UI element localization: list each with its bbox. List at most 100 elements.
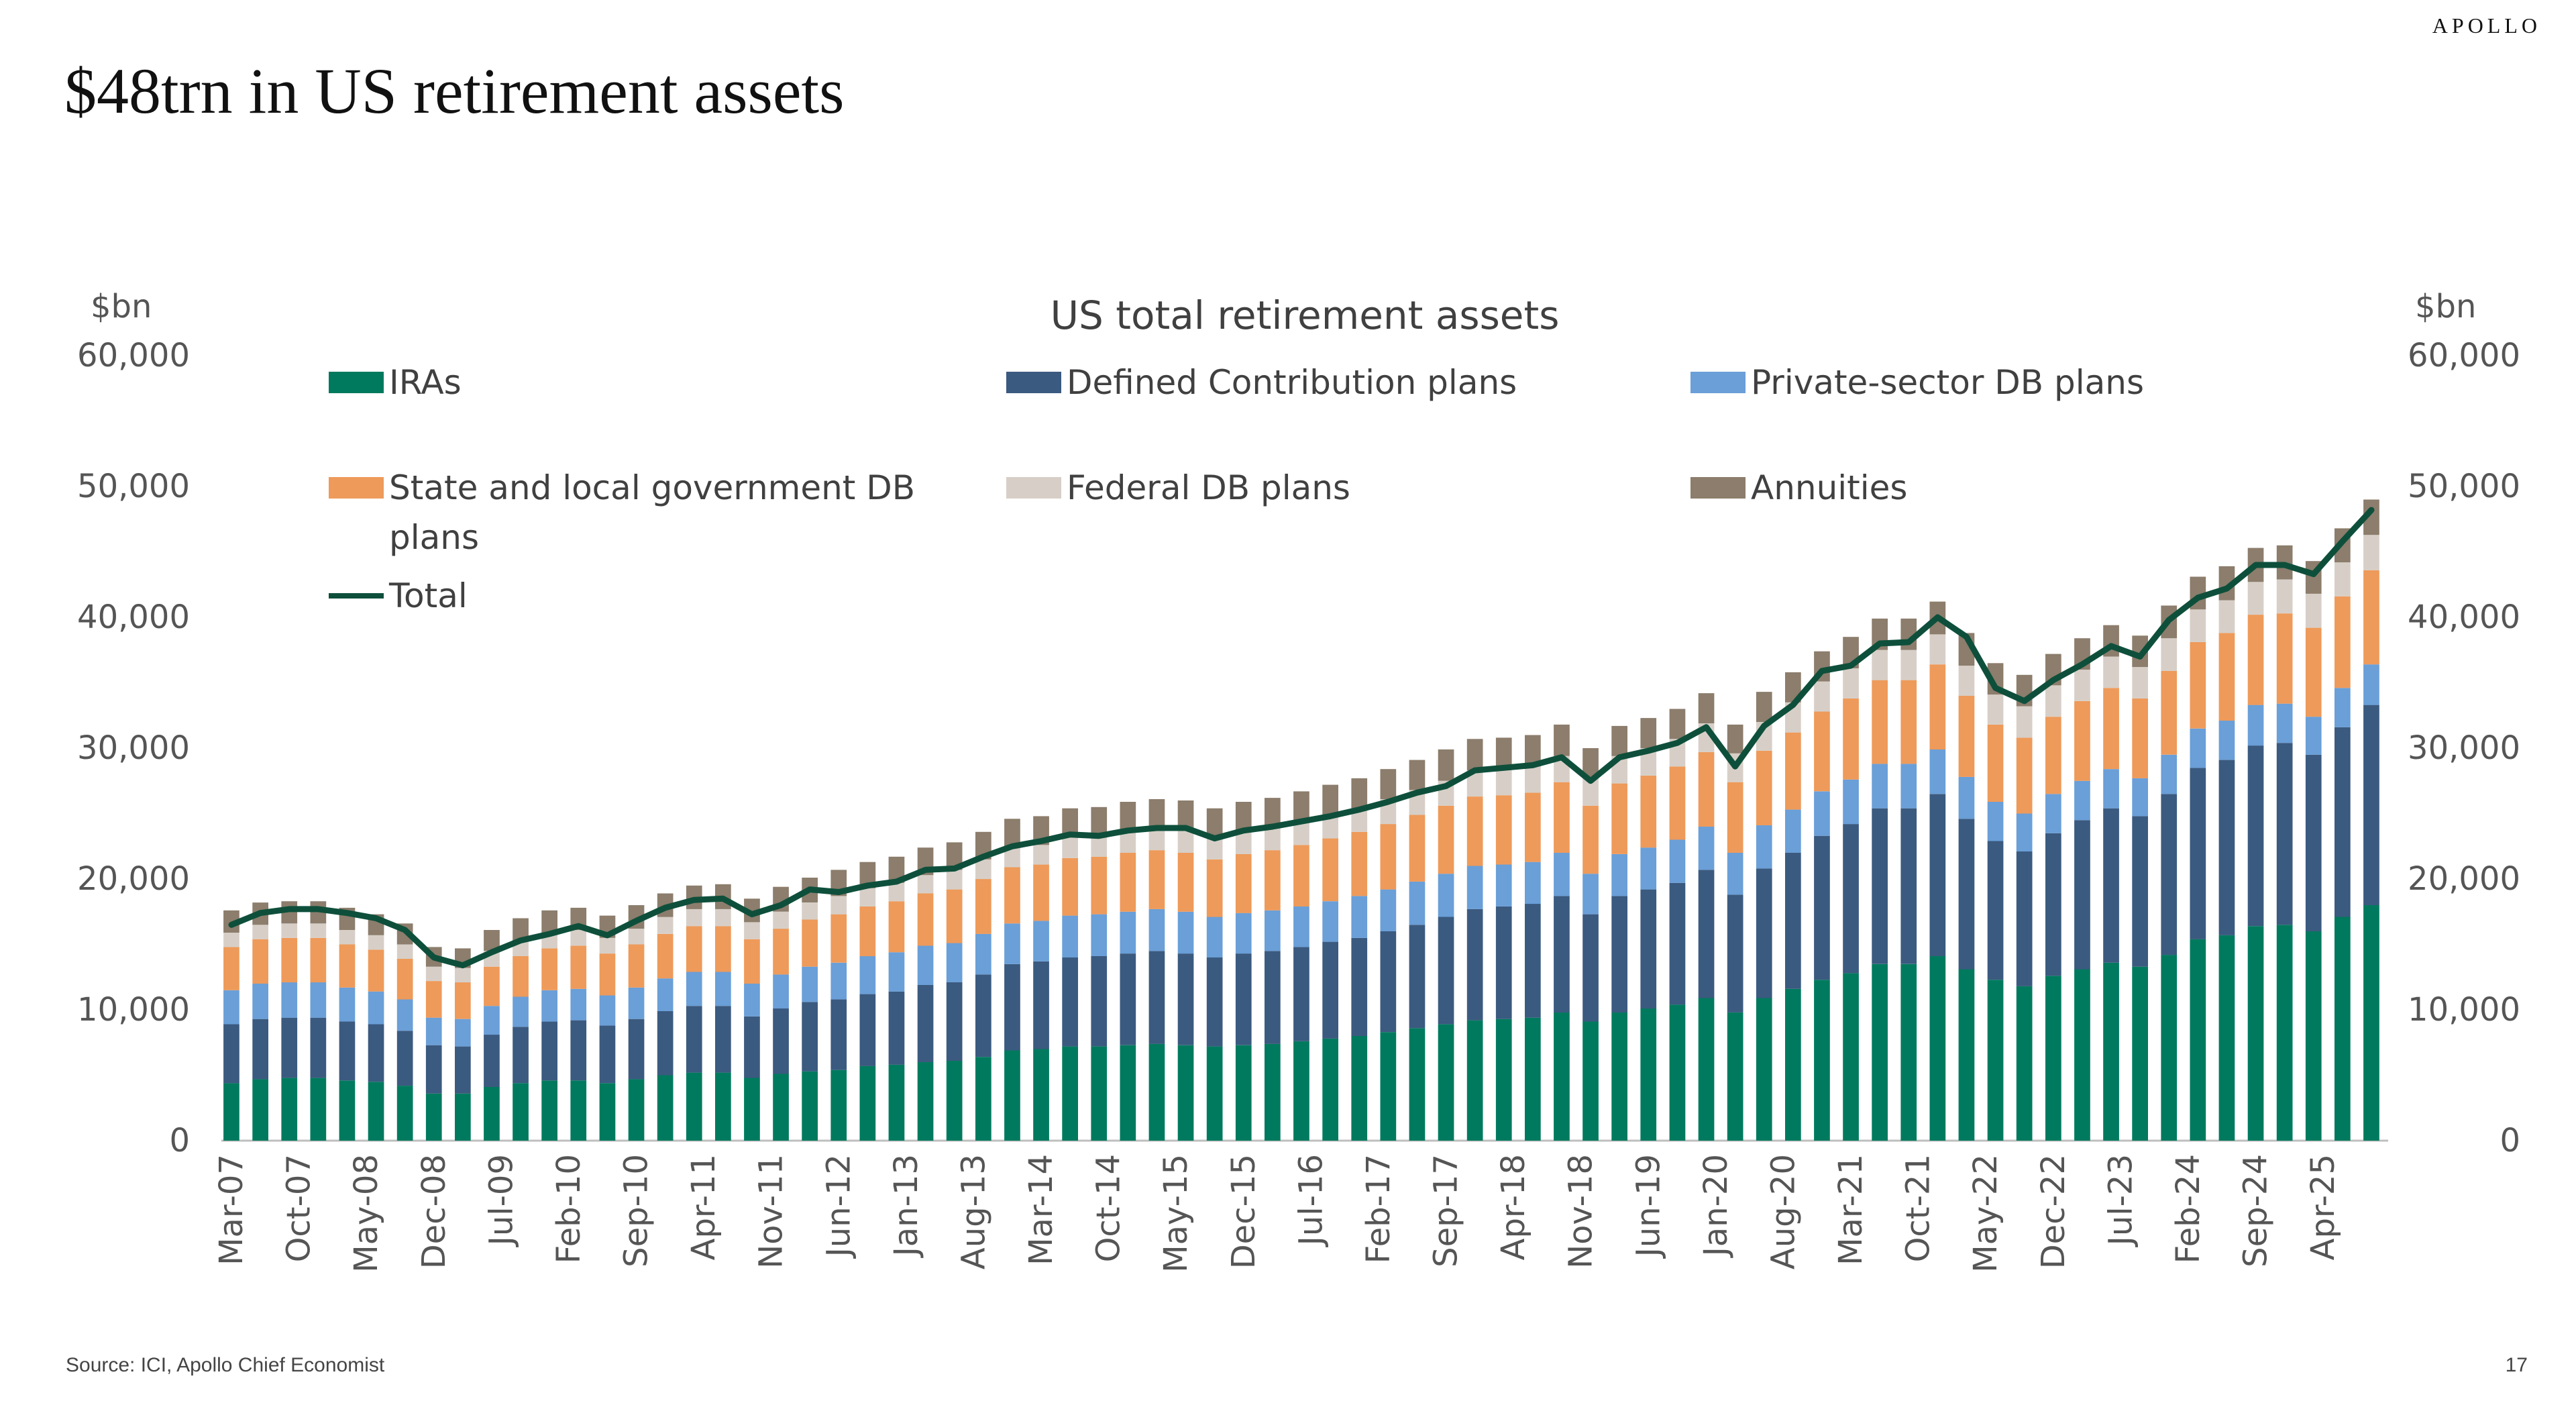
bar-segment [1785, 732, 1801, 810]
bar-segment [744, 898, 760, 923]
bar-segment [917, 875, 934, 894]
y-tick-label-left: 10,000 [77, 991, 190, 1029]
bar-segment [1640, 847, 1657, 890]
bar-segment [2363, 535, 2379, 570]
bar-segment [1466, 770, 1483, 797]
bar-segment [2132, 667, 2148, 698]
bar-segment [2016, 813, 2033, 851]
bar-segment [2247, 926, 2264, 1141]
bar-segment [715, 1006, 731, 1073]
bar-segment [1235, 831, 1252, 854]
bar-segment [888, 1064, 905, 1141]
bar-segment [484, 1035, 500, 1087]
bar-segment [2161, 670, 2178, 755]
bar-segment [368, 1024, 384, 1082]
bar-segment [1265, 951, 1281, 1044]
y-axis-unit-right: $bn [2415, 288, 2476, 325]
bar-segment [888, 901, 905, 953]
bar-segment [2218, 600, 2235, 633]
bar-segment [1322, 838, 1338, 902]
bar-segment [1235, 1045, 1252, 1141]
bar-segment [1698, 751, 1715, 827]
bar-segment [773, 1008, 789, 1074]
bar-segment [1525, 766, 1541, 793]
bar-segment [1495, 769, 1512, 796]
legend-label: Private-sector DB plans [1751, 363, 2144, 402]
bar-segment [1235, 913, 1252, 954]
bar-segment [830, 962, 847, 1000]
bar-segment [223, 910, 239, 933]
bar-segment [1958, 666, 1975, 696]
bar-segment [252, 925, 268, 939]
bar-segment [1669, 1004, 1686, 1141]
bar-segment [859, 956, 876, 994]
bar-segment [946, 1061, 963, 1141]
bar-segment [1322, 941, 1338, 1039]
bar-segment [1756, 692, 1772, 722]
legend-label-total: Total [388, 576, 468, 615]
bar-segment [1120, 953, 1136, 1045]
x-tick-label: Sep-17 [1428, 1154, 1465, 1267]
bar-segment [1698, 827, 1715, 870]
y-axis-unit-left: $bn [91, 288, 152, 325]
bar-segment [2218, 721, 2235, 760]
bar-segment [252, 1079, 268, 1141]
y-tick-label-left: 20,000 [77, 860, 190, 898]
bar-segment [802, 966, 818, 1002]
bar-segment [1265, 798, 1281, 828]
bar-segment [1409, 881, 1426, 925]
x-tick-label: Feb-17 [1360, 1154, 1397, 1263]
bar-segment [830, 896, 847, 915]
y-tick-label-left: 50,000 [77, 468, 190, 505]
bar-segment [599, 995, 616, 1026]
bar-segment [1843, 973, 1859, 1141]
bar-segment [2190, 728, 2206, 768]
legend-swatch [1006, 372, 1061, 393]
bar-segment [1293, 1041, 1309, 1141]
bar-segment [1091, 807, 1108, 836]
bar-segment [1756, 750, 1772, 825]
bar-segment [1495, 737, 1512, 770]
bar-segment [1872, 680, 1888, 764]
legend-label: Federal DB plans [1067, 468, 1350, 507]
bar-segment [513, 996, 529, 1027]
legend-swatch [329, 477, 384, 499]
bar-segment [252, 939, 268, 984]
bar-segment [1495, 795, 1512, 865]
bar-segment [513, 1027, 529, 1084]
bar-segment [1525, 1017, 1541, 1141]
bar-segment [1900, 680, 1917, 764]
bar-segment [368, 935, 384, 950]
bar-segment [541, 1021, 557, 1081]
bar-segment [802, 1002, 818, 1072]
bar-segment [1554, 896, 1570, 1013]
bar-segment [1611, 854, 1627, 896]
bar-segment [946, 982, 963, 1061]
bar-segment [223, 933, 239, 947]
x-tick-label: Mar-21 [1832, 1154, 1870, 1265]
bar-segment [1293, 791, 1309, 822]
bar-segment [1380, 889, 1397, 931]
bar-segment [946, 889, 963, 943]
bar-segment [1293, 947, 1309, 1041]
bar-segment [1438, 1024, 1454, 1141]
bar-segment [1409, 760, 1426, 790]
bar-segment [396, 944, 413, 959]
x-tick-label: Jul-23 [2102, 1154, 2139, 1247]
bar-segment [1698, 998, 1715, 1141]
bar-segment [1466, 796, 1483, 866]
bar-segment [2074, 820, 2090, 970]
bar-segment [425, 981, 442, 1018]
bar-segment [1293, 845, 1309, 906]
y-tick-label-right: 60,000 [2408, 337, 2520, 374]
bar-segment [2045, 794, 2061, 833]
bar-segment [975, 859, 991, 880]
bar-segment [1727, 782, 1743, 853]
bar-segment [657, 1075, 674, 1141]
bar-segment [1177, 911, 1194, 954]
bar-segment [1148, 1043, 1165, 1141]
bar-segment [1033, 864, 1049, 921]
bar-segment [2074, 670, 2090, 701]
bar-segment [2247, 615, 2264, 705]
bar-segment [1177, 1045, 1194, 1141]
